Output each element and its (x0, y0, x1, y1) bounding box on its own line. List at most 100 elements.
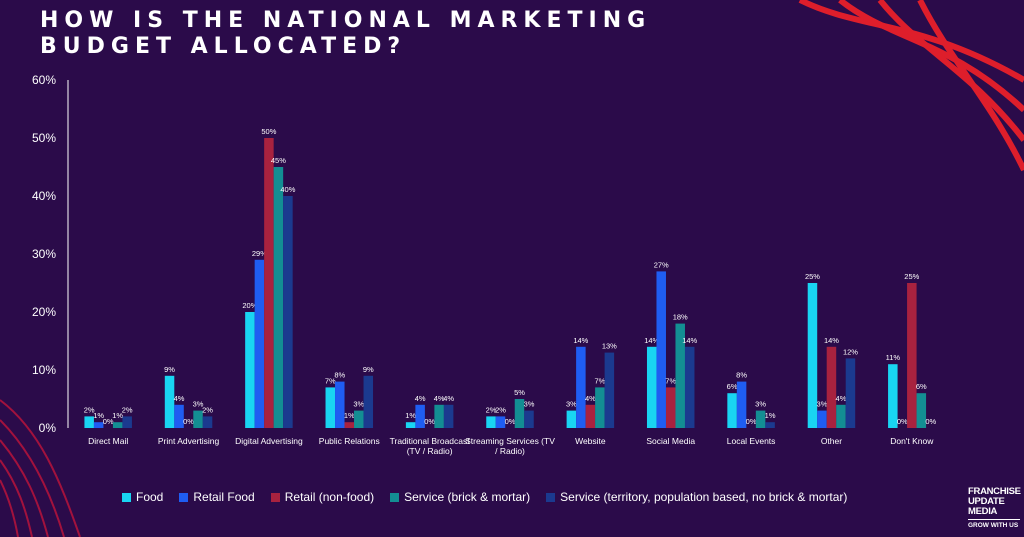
data-label: 4% (434, 394, 445, 403)
legend-label: Service (brick & mortar) (404, 490, 531, 504)
y-tick-label: 60% (32, 73, 56, 87)
page-title: HOW IS THE NATIONAL MARKETING BUDGET ALL… (40, 8, 652, 59)
y-tick-label: 0% (39, 421, 57, 435)
bar (486, 416, 496, 428)
bar (245, 312, 255, 428)
bar (765, 422, 775, 428)
data-label: 1% (405, 411, 416, 420)
data-label: 0% (505, 417, 516, 426)
x-tick-label: Don't Know (890, 436, 934, 446)
y-tick-label: 40% (32, 189, 56, 203)
data-label: 0% (103, 417, 114, 426)
data-label: 4% (836, 394, 847, 403)
x-tick-label: Other (821, 436, 842, 446)
x-tick-label: Local Events (727, 436, 776, 446)
legend-swatch (122, 492, 131, 502)
bar (443, 404, 454, 428)
legend-item: Retail (non-food) (270, 490, 374, 504)
data-label: 1% (112, 411, 123, 420)
bar (836, 404, 846, 428)
data-label: 20% (242, 301, 257, 310)
x-tick-label: Direct Mail (88, 436, 128, 446)
logo-tagline: GROW WITH US (968, 519, 1020, 531)
data-label: 1% (765, 411, 776, 420)
data-label: 2% (122, 405, 133, 414)
data-label: 1% (344, 411, 355, 420)
legend-label: Retail Food (193, 490, 255, 504)
bar (495, 416, 506, 428)
bar (344, 422, 355, 428)
data-label: 0% (183, 417, 194, 426)
bar (665, 387, 676, 428)
legend-item: Retail Food (179, 490, 255, 504)
data-label: 4% (174, 394, 185, 403)
data-label: 25% (805, 272, 820, 281)
data-label: 2% (486, 405, 497, 414)
bar (434, 404, 444, 428)
bar (845, 358, 856, 428)
bar (415, 404, 425, 428)
data-label: 7% (325, 376, 336, 385)
bar (84, 416, 94, 428)
data-label: 40% (280, 185, 295, 194)
bar (325, 387, 336, 428)
bar (363, 375, 374, 428)
bar (202, 416, 213, 428)
data-label: 14% (573, 336, 588, 345)
bar (807, 283, 818, 428)
y-tick-label: 20% (32, 305, 56, 319)
x-tick-label: Public Relations (319, 436, 380, 446)
data-label: 14% (824, 336, 839, 345)
bar (112, 422, 123, 428)
bar (174, 404, 184, 428)
data-label: 2% (495, 405, 506, 414)
bar (193, 410, 203, 428)
data-label: 4% (585, 394, 596, 403)
data-label: 14% (682, 336, 697, 345)
data-label: 2% (84, 405, 95, 414)
y-tick-label: 10% (32, 363, 56, 377)
bar (566, 410, 577, 428)
bar (405, 422, 416, 428)
chart-legend: Food Retail Food Retail (non-food) Service … (122, 489, 847, 505)
bar (736, 381, 747, 428)
bar (335, 381, 345, 428)
data-label: 14% (644, 336, 659, 345)
x-tick-label: (TV / Radio) (407, 446, 453, 456)
x-tick-label: Print Advertising (158, 436, 220, 446)
data-label: 3% (566, 400, 577, 409)
bar (273, 167, 284, 428)
bar (585, 404, 596, 428)
bar (755, 410, 766, 428)
bar (604, 352, 615, 428)
data-label: 0% (746, 417, 757, 426)
data-label: 25% (904, 272, 919, 281)
data-label: 3% (524, 400, 535, 409)
bar (254, 259, 265, 428)
legend-label: Food (136, 490, 164, 504)
legend-swatch (546, 492, 556, 502)
bar (684, 346, 695, 428)
data-label: 7% (665, 376, 676, 385)
data-label: 45% (271, 156, 286, 165)
x-tick-label: Digital Advertising (235, 436, 303, 446)
bar (264, 138, 274, 428)
bar (576, 346, 586, 428)
data-label: 9% (164, 365, 175, 374)
data-label: 18% (673, 313, 688, 322)
x-tick-label: Website (575, 436, 606, 446)
bar (727, 393, 737, 428)
bar (826, 346, 837, 428)
company-logo: FRANCHISE UPDATE MEDIA GROW WITH US (968, 487, 1021, 531)
legend-swatch (390, 492, 400, 502)
data-label: 4% (443, 394, 454, 403)
data-label: 8% (736, 371, 747, 380)
data-label: 12% (843, 347, 858, 356)
x-tick-label: Social Media (646, 436, 695, 446)
bar (595, 387, 605, 428)
data-label: 3% (817, 400, 828, 409)
data-label: 13% (602, 342, 617, 351)
x-tick-label: / Radio) (495, 446, 525, 456)
